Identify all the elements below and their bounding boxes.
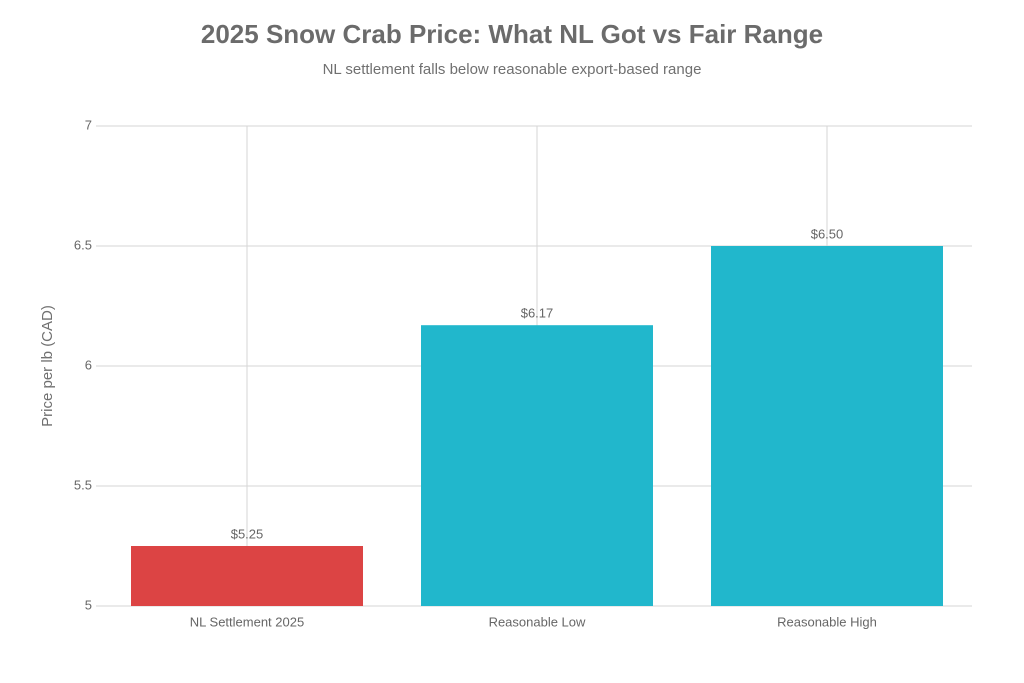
bar — [711, 246, 943, 606]
value-label: $6.50 — [811, 226, 844, 241]
bar — [131, 546, 363, 606]
y-axis-label: Price per lb (CAD) — [39, 305, 56, 427]
y-tick-label: 5 — [85, 597, 92, 612]
value-label: $6.17 — [521, 306, 554, 321]
bar — [421, 325, 653, 606]
chart-subtitle: NL settlement falls below reasonable exp… — [323, 61, 702, 78]
x-tick-label: Reasonable High — [777, 614, 877, 629]
y-tick-label: 6.5 — [74, 237, 92, 252]
value-label: $5.25 — [231, 526, 264, 541]
x-tick-label: Reasonable Low — [489, 614, 586, 629]
y-tick-label: 7 — [85, 117, 92, 132]
x-tick-label: NL Settlement 2025 — [190, 614, 304, 629]
chart-title: 2025 Snow Crab Price: What NL Got vs Fai… — [201, 19, 823, 49]
y-tick-label: 5.5 — [74, 477, 92, 492]
y-tick-label: 6 — [85, 357, 92, 372]
